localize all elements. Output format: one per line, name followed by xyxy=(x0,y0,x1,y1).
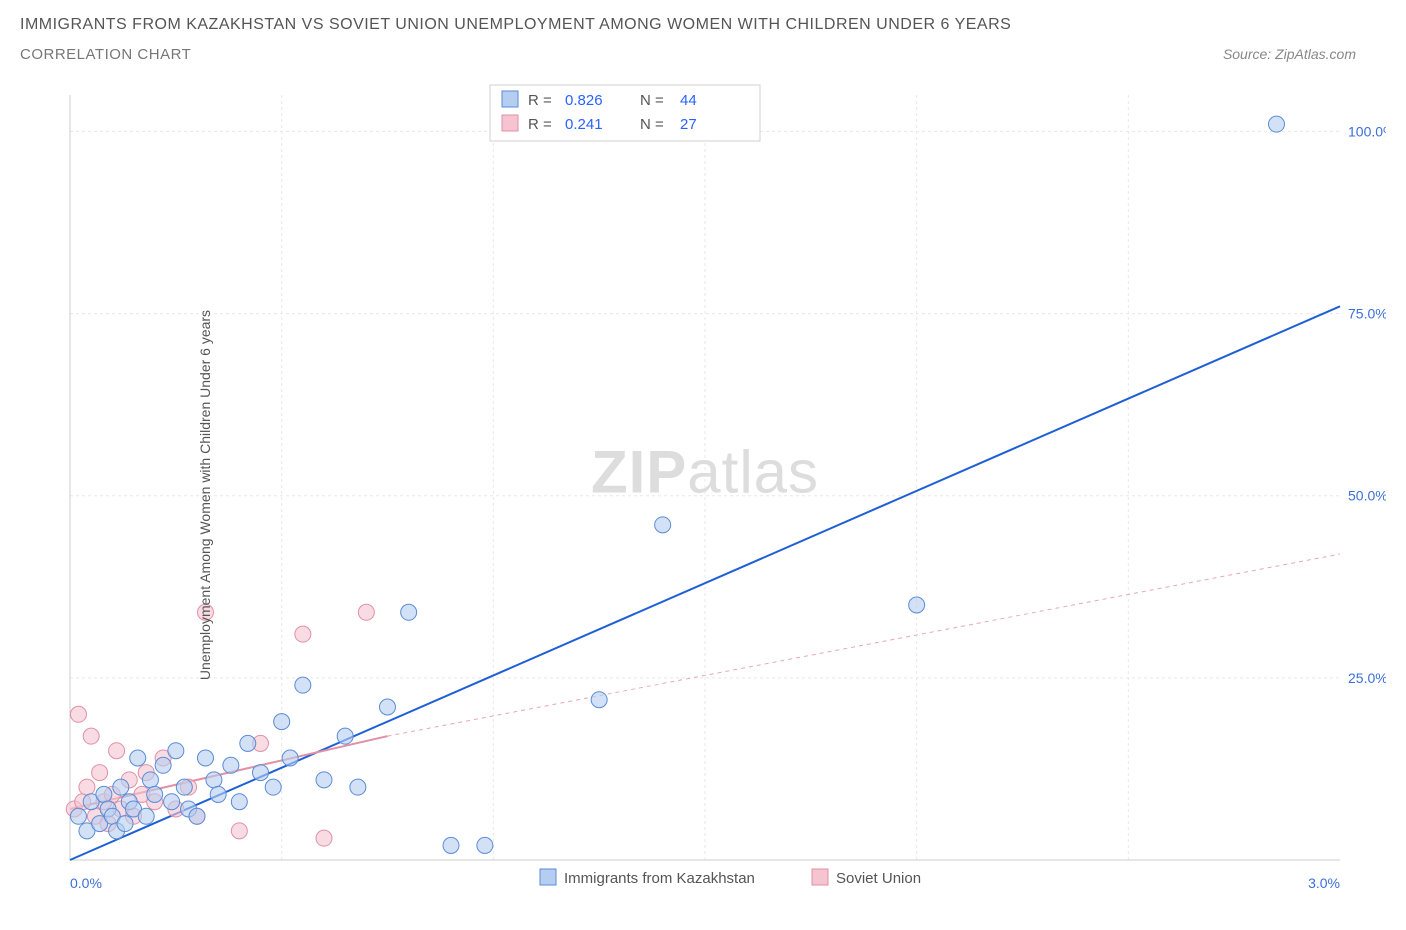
data-point xyxy=(253,765,269,781)
data-point xyxy=(655,517,671,533)
data-point xyxy=(909,597,925,613)
legend-series-label: Soviet Union xyxy=(836,870,921,887)
data-point xyxy=(591,692,607,708)
legend-r-value: 0.826 xyxy=(565,92,603,109)
data-point xyxy=(265,779,281,795)
legend-swatch xyxy=(502,115,518,131)
data-point xyxy=(401,604,417,620)
data-point xyxy=(109,743,125,759)
legend-n-value: 44 xyxy=(680,92,697,109)
legend-r-label: R = xyxy=(528,116,552,133)
data-point xyxy=(443,837,459,853)
y-tick-label: 25.0% xyxy=(1348,670,1386,686)
legend-n-label: N = xyxy=(640,116,664,133)
data-point xyxy=(295,626,311,642)
legend-r-label: R = xyxy=(528,92,552,109)
data-point xyxy=(130,750,146,766)
data-point xyxy=(316,772,332,788)
data-point xyxy=(337,728,353,744)
data-point xyxy=(164,794,180,810)
data-point xyxy=(113,779,129,795)
x-tick-label: 3.0% xyxy=(1308,875,1340,891)
y-tick-label: 100.0% xyxy=(1348,123,1386,139)
data-point xyxy=(358,604,374,620)
data-point xyxy=(295,677,311,693)
data-point xyxy=(274,714,290,730)
data-point xyxy=(210,786,226,802)
data-point xyxy=(316,830,332,846)
y-axis-label: Unemployment Among Women with Children U… xyxy=(197,310,213,680)
y-tick-label: 75.0% xyxy=(1348,306,1386,322)
y-tick-label: 50.0% xyxy=(1348,488,1386,504)
chart-title: IMMIGRANTS FROM KAZAKHSTAN VS SOVIET UNI… xyxy=(20,16,1386,34)
legend-swatch xyxy=(540,869,556,885)
data-point xyxy=(231,794,247,810)
data-point xyxy=(70,808,86,824)
data-point xyxy=(197,750,213,766)
trend-line-dashed xyxy=(388,554,1341,736)
data-point xyxy=(477,837,493,853)
data-point xyxy=(206,772,222,788)
data-point xyxy=(223,757,239,773)
data-point xyxy=(92,765,108,781)
data-point xyxy=(138,808,154,824)
data-point xyxy=(117,816,133,832)
legend-r-value: 0.241 xyxy=(565,116,603,133)
data-point xyxy=(176,779,192,795)
chart-subtitle: CORRELATION CHART xyxy=(20,46,191,63)
data-point xyxy=(142,772,158,788)
legend-swatch xyxy=(812,869,828,885)
source-label: Source: ZipAtlas.com xyxy=(1223,46,1386,62)
data-point xyxy=(1269,116,1285,132)
data-point xyxy=(96,786,112,802)
data-point xyxy=(79,779,95,795)
data-point xyxy=(282,750,298,766)
data-point xyxy=(155,757,171,773)
data-point xyxy=(380,699,396,715)
data-point xyxy=(147,786,163,802)
data-point xyxy=(189,808,205,824)
data-point xyxy=(83,728,99,744)
watermark: ZIPatlas xyxy=(591,439,819,506)
legend-n-value: 27 xyxy=(680,116,697,133)
legend-swatch xyxy=(502,91,518,107)
data-point xyxy=(168,743,184,759)
x-tick-label: 0.0% xyxy=(70,875,102,891)
correlation-scatter-chart: 25.0% 50.0% 75.0% 100.0% ZIPatlas 0.0% 3.0% R =… xyxy=(50,80,1386,910)
data-point xyxy=(350,779,366,795)
legend-series-label: Immigrants from Kazakhstan xyxy=(564,870,755,887)
legend-n-label: N = xyxy=(640,92,664,109)
data-point xyxy=(240,735,256,751)
data-point xyxy=(231,823,247,839)
data-point xyxy=(70,706,86,722)
